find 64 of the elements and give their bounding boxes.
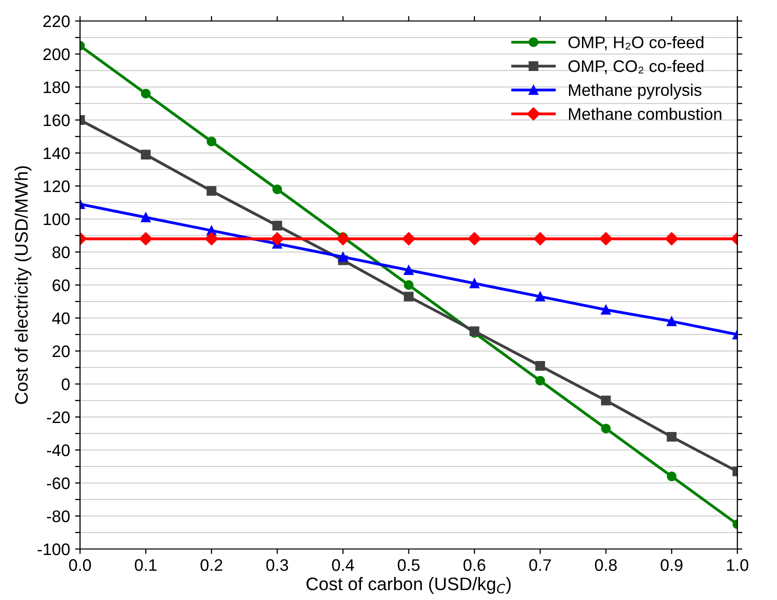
y-tick-label: -20 (46, 411, 70, 424)
x-tick-label: 0.9 (660, 559, 682, 571)
point (338, 252, 348, 262)
y-tick-label: 120 (44, 180, 70, 192)
x-tick-label: 0.0 (69, 559, 91, 571)
y-tick-label: 180 (44, 81, 70, 94)
point (402, 232, 416, 246)
point (666, 472, 676, 482)
point (535, 360, 546, 371)
point (599, 232, 612, 246)
point (535, 292, 546, 302)
point (601, 304, 611, 315)
y-tick-label: 20 (52, 345, 70, 358)
y-tick-label: -80 (46, 510, 70, 522)
x-tick-label: 0.5 (398, 559, 420, 571)
point (272, 220, 282, 230)
x-tick-label: 0.7 (529, 559, 551, 571)
point (468, 232, 482, 246)
point (140, 150, 151, 160)
point (404, 265, 414, 276)
legend-label: OMP, CO₂ co-feed (568, 60, 704, 74)
x-tick-label: 0.8 (594, 559, 617, 571)
y-tick-label: 220 (43, 15, 70, 28)
point (535, 376, 546, 386)
x-tick-label: 0.1 (134, 559, 157, 571)
point (272, 184, 282, 194)
y-tick-label: -100 (38, 543, 70, 556)
point (601, 396, 611, 406)
point (665, 232, 678, 246)
point (270, 232, 284, 246)
y-tick-label: 40 (52, 312, 70, 324)
point (666, 316, 676, 326)
y-tick-label: 140 (44, 147, 70, 160)
y-tick-label: -40 (46, 444, 70, 456)
x-tick-label: 1.0 (727, 559, 748, 571)
point (206, 186, 216, 196)
x-tick-label: 0.3 (266, 559, 288, 571)
point (140, 88, 151, 98)
x-axis-title: Cost of carbon (USD/kg$_{C}$) (306, 577, 511, 594)
y-tick-label: 160 (44, 114, 70, 126)
y-tick-label: 60 (52, 279, 70, 292)
point (206, 136, 216, 146)
point (336, 232, 350, 246)
point (404, 280, 414, 290)
point (404, 292, 414, 302)
point (470, 278, 480, 288)
y-tick-label: 80 (52, 246, 70, 258)
y-tick-label: 100 (44, 213, 70, 226)
y-tick-label: 0 (62, 378, 70, 390)
point (140, 212, 151, 222)
point (601, 424, 611, 434)
legend-label: OMP, H₂O co-feed (568, 36, 704, 50)
y-tick-label: -60 (46, 477, 70, 490)
x-tick-label: 0.2 (200, 559, 222, 571)
y-tick-label: 200 (43, 48, 70, 60)
legend-label: Methane combustion (569, 108, 722, 120)
x-tick-label: 0.4 (332, 559, 354, 571)
y-axis-title: Cost of electricity (USD/MWh) (14, 166, 32, 404)
x-tick-label: 0.6 (464, 559, 486, 571)
legend-label: Methane pyrolysis (569, 84, 702, 100)
point (534, 232, 547, 246)
point (204, 232, 218, 246)
point (666, 432, 676, 442)
point (139, 232, 152, 246)
